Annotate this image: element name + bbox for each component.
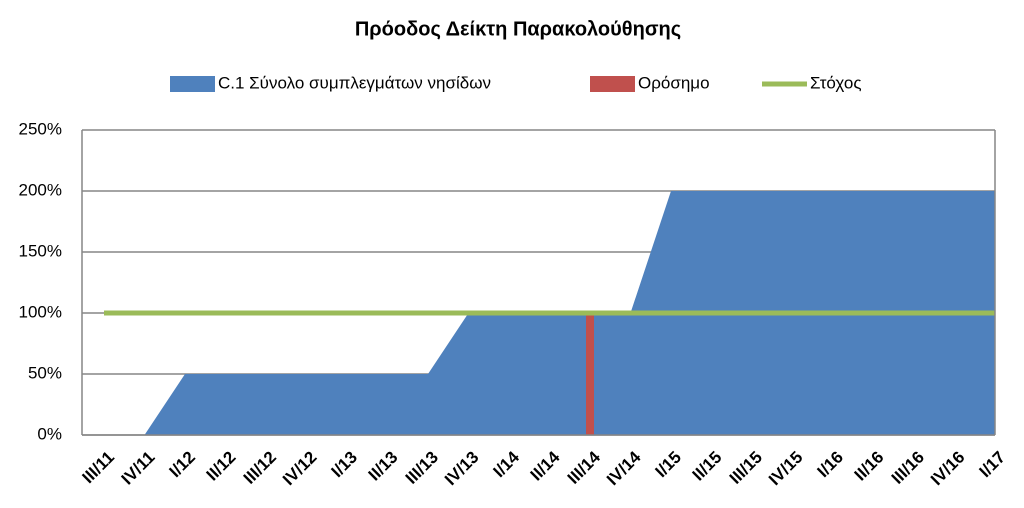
legend-label: C.1 Σύνολο συμπλεγμάτων νησίδων — [218, 73, 491, 92]
x-tick-label: IV/16 — [927, 448, 969, 490]
x-tick-label: II/15 — [689, 448, 726, 485]
x-tick-label: III/15 — [726, 448, 766, 488]
x-tick-label: I/17 — [976, 448, 1009, 481]
x-tick-label: I/16 — [814, 448, 847, 481]
legend-label: Ορόσημο — [638, 73, 710, 92]
x-tick-label: I/13 — [328, 448, 361, 481]
x-tick-label: II/13 — [365, 448, 402, 485]
y-tick-label: 200% — [19, 180, 62, 199]
x-tick-label: III/14 — [564, 447, 605, 488]
x-tick-label: II/12 — [203, 448, 240, 485]
y-tick-label: 250% — [19, 119, 62, 138]
x-tick-label: IV/15 — [765, 448, 807, 490]
y-tick-label: 0% — [37, 424, 62, 443]
x-tick-label: II/16 — [851, 448, 888, 485]
milestone-bar — [586, 313, 594, 435]
x-tick-label: III/13 — [402, 448, 442, 488]
x-tick-label: III/16 — [888, 448, 928, 488]
legend-swatch — [590, 76, 635, 92]
chart-title: Πρόοδος Δείκτη Παρακολούθησης — [355, 18, 681, 40]
x-tick-label: III/12 — [240, 448, 280, 488]
y-tick-label: 150% — [19, 241, 62, 260]
x-tick-label: IV/12 — [279, 448, 321, 490]
x-tick-label: III/11 — [78, 448, 118, 488]
x-tick-label: I/12 — [166, 448, 199, 481]
x-tick-label: IV/13 — [441, 448, 483, 490]
x-tick-label: I/14 — [490, 447, 524, 481]
y-tick-label: 100% — [19, 302, 62, 321]
y-tick-label: 50% — [28, 363, 62, 382]
x-tick-label: I/15 — [652, 448, 685, 481]
x-tick-label: IV/11 — [118, 448, 159, 489]
x-tick-label: IV/14 — [603, 447, 645, 489]
legend-swatch — [170, 76, 215, 92]
x-tick-label: II/14 — [527, 447, 564, 484]
legend-label: Στόχος — [810, 73, 862, 92]
